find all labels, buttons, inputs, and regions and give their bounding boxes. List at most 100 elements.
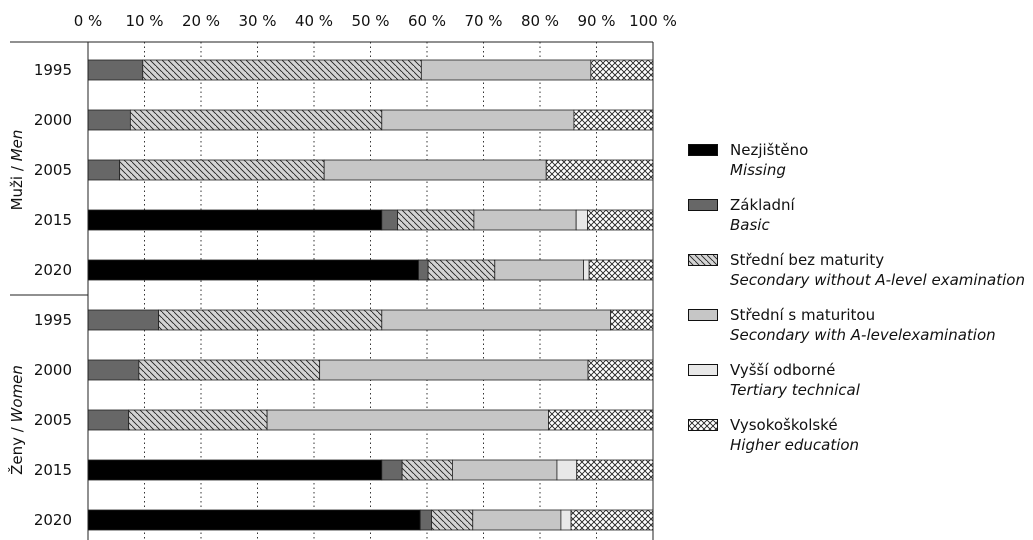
legend-swatch [688, 419, 718, 431]
bar-segment [419, 509, 432, 531]
x-tick-label: 30 % [238, 12, 276, 30]
y-tick-label: 2005 [34, 411, 72, 429]
group-label: Ženy / Women [7, 365, 26, 475]
bar-segment [87, 409, 130, 431]
bar-segment [473, 209, 577, 231]
bar-segment [129, 109, 383, 131]
bar-segment [556, 459, 578, 481]
bar-segment [397, 209, 475, 231]
bar-segment [381, 309, 612, 331]
bar-segment [87, 59, 144, 81]
legend-label: Střední bez maturity [730, 251, 885, 269]
axes: 0 % 10 % 20 % 30 % 40 % 50 % 60 % 70 % 80 % 90 % 1… [7, 12, 677, 540]
bar-segment [418, 259, 429, 281]
bar-segment [323, 159, 547, 181]
bar-segment [158, 309, 383, 331]
y-tick-label: 1995 [34, 311, 72, 329]
bar-segment [610, 309, 654, 331]
bar-segment [401, 459, 453, 481]
legend-item: Vysokoškolské Higher education [688, 415, 1033, 470]
legend-swatch [688, 309, 718, 321]
legend-sublabel: Basic [730, 216, 770, 234]
bar-segment [590, 59, 654, 81]
x-tick-label: 70 % [464, 12, 502, 30]
bar-segment [548, 409, 654, 431]
bar-segment [420, 59, 592, 81]
bar-segment [587, 209, 654, 231]
y-tick-label: 2020 [34, 511, 72, 529]
bar-segment [87, 159, 121, 181]
legend-label: Nezjištěno [730, 141, 809, 159]
bar-segment [431, 509, 474, 531]
legend-sublabel: Missing [730, 161, 786, 179]
x-tick-label: 20 % [182, 12, 220, 30]
bar-segment [587, 359, 654, 381]
bar-segment [87, 259, 419, 281]
bar-segment [570, 509, 654, 531]
bar-segment [583, 259, 590, 281]
y-tick-label: 2005 [34, 161, 72, 179]
legend-item: Střední s maturitou Secondary with A-leve… [688, 305, 1033, 360]
legend-item: Vyšší odborné Tertiary technical [688, 360, 1033, 415]
legend-label: Základní [730, 196, 795, 214]
bar-segment [381, 459, 403, 481]
legend-item: Nezjištěno Missing [688, 140, 1033, 195]
bar-segment [573, 109, 654, 131]
x-tick-label: 10 % [125, 12, 163, 30]
x-tick-label: 0 % [74, 12, 103, 30]
x-tick-label: 60 % [408, 12, 446, 30]
bar-segment [319, 359, 589, 381]
legend-label: Vyšší odborné [730, 361, 836, 379]
bar-segment [87, 459, 383, 481]
group-label: Muži / Men [8, 130, 26, 211]
legend-item: Základní Basic [688, 195, 1033, 250]
legend: Nezjištěno Missing Základní Basic Střední be… [688, 140, 1033, 470]
legend-swatch [688, 364, 718, 376]
y-tick-label: 2015 [34, 211, 72, 229]
legend-swatch [688, 144, 718, 156]
x-tick-label: 100 % [629, 12, 677, 30]
bar-segment [87, 509, 421, 531]
legend-swatch [688, 199, 718, 211]
legend-sublabel: Secondary without A-level examination [730, 271, 1025, 289]
legend-sublabel: Higher education [730, 436, 860, 454]
legend-sublabel: Secondary with A-levelexamination [730, 326, 996, 344]
y-tick-label: 2000 [34, 361, 72, 379]
y-tick-label: 2015 [34, 461, 72, 479]
bar-segment [560, 509, 572, 531]
bar-segment [87, 359, 140, 381]
bar-segment [427, 259, 496, 281]
legend-sublabel: Tertiary technical [730, 381, 860, 399]
bar-segment [87, 109, 131, 131]
bar-segment [87, 209, 383, 231]
bar-segment [381, 209, 399, 231]
bar-segment [266, 409, 549, 431]
bar-segment [119, 159, 325, 181]
bar-segment [138, 359, 321, 381]
bar-segment [381, 109, 575, 131]
legend-label: Vysokoškolské [730, 416, 838, 434]
y-tick-label: 2000 [34, 111, 72, 129]
bar-segment [87, 309, 160, 331]
bar-segment [545, 159, 654, 181]
x-tick-label: 40 % [295, 12, 333, 30]
x-tick-label: 50 % [351, 12, 389, 30]
legend-label: Střední s maturitou [730, 306, 876, 324]
bar-segment [588, 259, 654, 281]
legend-item: Střední bez maturity Secondary without A-… [688, 250, 1033, 305]
y-tick-label: 2020 [34, 261, 72, 279]
bar-segment [142, 59, 422, 81]
bar-segment [494, 259, 584, 281]
bar-segment [576, 459, 654, 481]
y-tick-label: 1995 [34, 61, 72, 79]
bar-segment [128, 409, 268, 431]
bar-segment [472, 509, 562, 531]
legend-swatch [688, 254, 718, 266]
gridlines [144, 42, 597, 540]
x-tick-label: 80 % [521, 12, 559, 30]
bar-segment [575, 209, 588, 231]
x-tick-label: 90 % [577, 12, 615, 30]
bar-segment [452, 459, 558, 481]
bars [87, 59, 654, 531]
